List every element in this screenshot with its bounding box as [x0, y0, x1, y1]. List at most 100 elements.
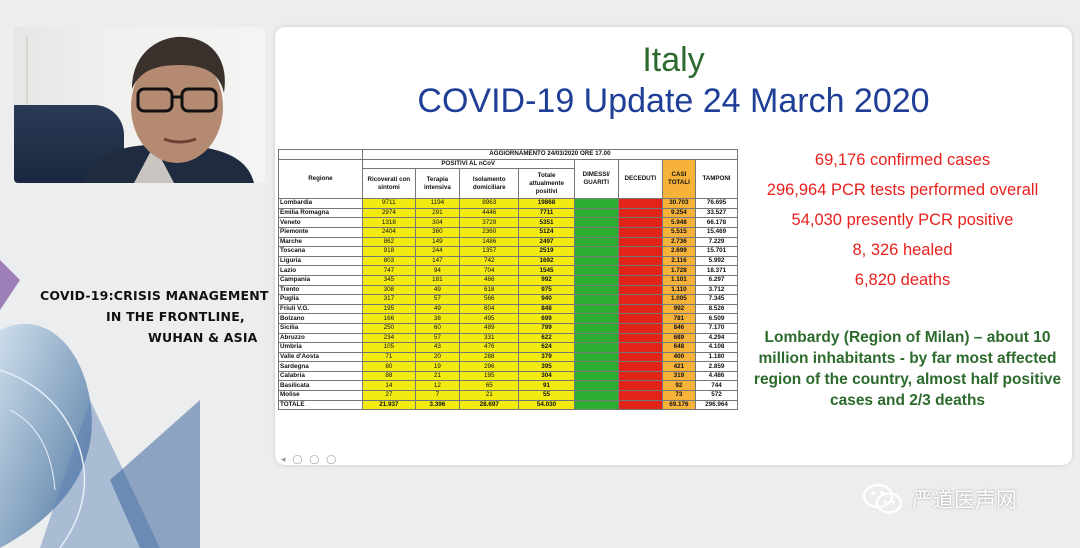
- table-cell: 57: [414, 294, 460, 305]
- table-cell: 2974: [361, 207, 416, 219]
- watermark: 严道医声网: [862, 482, 1017, 516]
- table-cell: [573, 255, 619, 267]
- table-cell-region: Abruzzo: [278, 332, 363, 344]
- table-cell: [617, 322, 663, 334]
- table-cell: [573, 217, 619, 228]
- table-cell: 992: [518, 274, 575, 286]
- table-caption: AGGIORNAMENTO 24/03/2020 ORE 17.00: [361, 149, 739, 160]
- table-cell-region: Calabria: [278, 370, 363, 382]
- table-cell: [573, 303, 619, 315]
- table-cell: 489: [458, 322, 520, 334]
- table-cell: 5124: [518, 226, 575, 238]
- table-cell: 7711: [518, 207, 575, 219]
- table-row: Sardegna 80 19 296 395 421 2.859: [278, 361, 739, 372]
- table-cell: [573, 332, 619, 344]
- table-row: Basilicata 14 12 65 91 92 744: [278, 380, 739, 392]
- header-regione: Regione: [278, 158, 363, 200]
- table-cell-region: Campania: [278, 274, 363, 286]
- table-cell: 566: [458, 294, 520, 305]
- table-cell: 88: [361, 370, 416, 382]
- table-cell: 2.699: [661, 246, 696, 257]
- table-cell: 66.178: [694, 217, 739, 228]
- table-cell: 18.371: [694, 265, 739, 276]
- table-cell: 421: [661, 361, 696, 372]
- table-row: Friuli V.G. 195 49 604 848 992 8.526: [278, 303, 739, 315]
- table-cell: [617, 361, 663, 372]
- table-cell: 55: [518, 390, 575, 401]
- table-cell: 6.297: [694, 274, 739, 286]
- table-cell: 319: [661, 370, 696, 382]
- table-cell: 1194: [414, 198, 460, 209]
- table-cell-region: Marche: [278, 236, 363, 248]
- table-cell: 648: [661, 342, 696, 353]
- table-row: Liguria 803 147 742 1692 2.116 5.992: [278, 255, 739, 267]
- table-cell: 572: [694, 390, 739, 401]
- table-cell: [573, 380, 619, 392]
- stat-line: 54,030 presently PCR positive: [791, 211, 1014, 229]
- table-cell: 992: [661, 303, 696, 315]
- table-cell: [573, 207, 619, 219]
- table-cell: 21: [458, 390, 520, 401]
- table-row: Puglia 317 57 566 940 1.005 7.345: [278, 294, 739, 305]
- stat-line: 69,176 confirmed cases: [814, 151, 991, 169]
- table-cell: 1357: [458, 246, 520, 257]
- table-cell: 304: [518, 370, 575, 382]
- table-cell: 76.695: [694, 198, 739, 209]
- table-cell: 1.005: [661, 294, 696, 305]
- watermark-text: 严道医声网: [912, 488, 1017, 512]
- table-cell: 3.712: [694, 284, 739, 296]
- table-cell: 1.110: [661, 284, 696, 296]
- table-cell: 195: [361, 303, 416, 315]
- table-cell: [573, 274, 619, 286]
- table-cell: [573, 236, 619, 248]
- table-cell: 12: [414, 380, 460, 392]
- table-cell: 2404: [361, 226, 416, 238]
- table-cell: [617, 236, 663, 248]
- slide-playback-controls[interactable]: ◂ ◯ ◯ ◯: [281, 455, 339, 465]
- table-cell: 1.728: [661, 265, 696, 276]
- table-cell-region: Trento: [278, 284, 363, 296]
- table-cell: 400: [661, 351, 696, 363]
- table-cell: [617, 226, 663, 238]
- wechat-icon: [862, 483, 903, 514]
- table-cell: 1.180: [694, 351, 739, 363]
- table-cell: 8963: [458, 198, 520, 209]
- table-cell: [617, 313, 663, 324]
- slide-title: COVID-19 Update 24 March 2020: [417, 82, 930, 120]
- table-cell: 28.697: [458, 399, 520, 411]
- table-cell: 848: [518, 303, 575, 315]
- session-title-line: WUHAN & ASIA: [148, 330, 258, 345]
- table-cell: 250: [361, 322, 416, 334]
- table-cell: 94: [414, 265, 460, 276]
- table-cell: 288: [458, 351, 520, 363]
- table-cell: 43: [414, 342, 460, 353]
- session-title-line: COVID-19:CRISIS MANAGEMENT: [40, 288, 269, 303]
- table-cell: [573, 313, 619, 324]
- table-cell: 296.964: [694, 399, 739, 411]
- table-cell: [617, 303, 663, 315]
- table-cell: 308: [361, 284, 416, 296]
- table-row: Sicilia 250 60 489 799 846 7.170: [278, 322, 739, 334]
- table-cell: 49: [414, 284, 460, 296]
- table-cell: 2.736: [661, 236, 696, 248]
- table-cell: 7.170: [694, 322, 739, 334]
- table-cell: [617, 207, 663, 219]
- table-cell: 21.937: [361, 399, 416, 411]
- table-cell-region: Liguria: [278, 255, 363, 267]
- table-row: Umbria 105 43 476 624 648 4.108: [278, 342, 739, 353]
- table-cell: 747: [361, 265, 416, 276]
- header-terapia: Terapia intensiva: [414, 168, 460, 200]
- table-cell: 38: [414, 313, 460, 324]
- table-cell: [573, 370, 619, 382]
- table-row: Lazio 747 94 704 1545 1.728 18.371: [278, 265, 739, 276]
- table-cell: 699: [518, 313, 575, 324]
- session-title-line: IN THE FRONTLINE,: [106, 309, 245, 324]
- table-cell: 618: [458, 284, 520, 296]
- table-cell-region: Umbria: [278, 342, 363, 353]
- table-cell: 624: [518, 342, 575, 353]
- table-cell: [573, 399, 619, 411]
- presenter-figure: [84, 36, 254, 183]
- stat-line: 6,820 deaths: [854, 271, 951, 289]
- table-cell: 1545: [518, 265, 575, 276]
- table-cell: [617, 351, 663, 363]
